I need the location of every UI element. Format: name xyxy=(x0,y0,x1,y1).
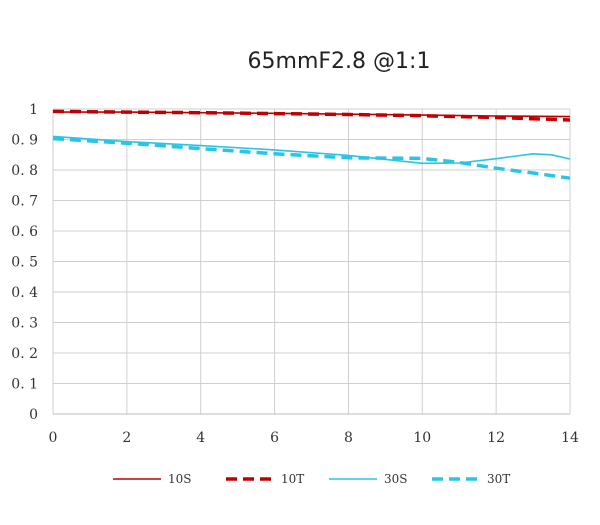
chart-title: 65mmF2.8 @1:1 xyxy=(248,49,431,74)
x-tick-label: 6 xyxy=(270,430,279,446)
y-tick-label: 0. 7 xyxy=(11,194,38,210)
x-tick-label: 14 xyxy=(561,430,579,446)
legend-label-10S: 10S xyxy=(168,472,192,486)
y-tick-label: 0. 6 xyxy=(11,224,38,240)
legend-label-10T: 10T xyxy=(281,472,304,486)
x-tick-label: 2 xyxy=(122,430,131,446)
series-line-30T xyxy=(52,136,571,180)
x-tick-label: 8 xyxy=(344,430,353,446)
y-tick-label: 0. 9 xyxy=(11,133,38,149)
x-tick-label: 0 xyxy=(49,430,58,446)
legend-label-30S: 30S xyxy=(384,472,408,486)
legend-label-30T: 30T xyxy=(487,472,510,486)
series-line-10T xyxy=(52,109,571,122)
x-tick-label: 12 xyxy=(487,430,505,446)
y-tick-label: 0. 1 xyxy=(11,377,38,393)
y-tick-label: 0. 4 xyxy=(11,285,38,301)
legend: 10S 10T 30S 30T xyxy=(113,472,510,486)
x-tick-label: 4 xyxy=(196,430,205,446)
y-tick-label: 0. 3 xyxy=(11,316,38,332)
plot-axes: 00. 10. 20. 30. 40. 50. 60. 70. 80. 910 2… xyxy=(11,102,579,446)
series-lines xyxy=(52,109,571,180)
y-tick-label: 1 xyxy=(29,102,38,118)
y-tick-label: 0 xyxy=(29,407,38,423)
y-tick-label: 0. 8 xyxy=(11,163,38,179)
x-tick-label: 10 xyxy=(413,430,431,446)
series-line-30S xyxy=(52,135,571,165)
y-tick-label: 0. 2 xyxy=(11,346,38,362)
plot-grid xyxy=(52,108,571,415)
y-tick-label: 0. 5 xyxy=(11,255,38,271)
